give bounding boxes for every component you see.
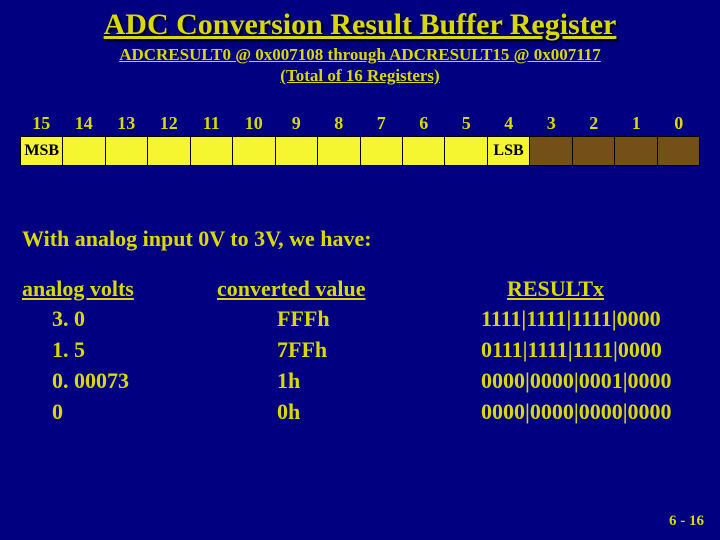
- register-bit: [106, 137, 148, 165]
- cell-bin: 0000|0000|0001|0000: [467, 366, 700, 397]
- register-bit: [63, 137, 105, 165]
- table-row: 0. 00073 1h 0000|0000|0001|0000: [22, 366, 700, 397]
- cell-bin: 1111|1111|1111|0000: [467, 304, 700, 335]
- intro-text: With analog input 0V to 3V, we have:: [22, 226, 700, 252]
- bit-index: 10: [233, 113, 276, 134]
- cell-hex: 0h: [217, 397, 467, 428]
- table-row: 0 0h 0000|0000|0000|0000: [22, 397, 700, 428]
- col-header-result: RESULTx: [467, 274, 700, 305]
- register-bit-unused: [615, 137, 657, 165]
- register-diagram: MSB LSB: [20, 136, 700, 166]
- cell-bin: 0111|1111|1111|0000: [467, 335, 700, 366]
- register-bit: [276, 137, 318, 165]
- register-bit: [318, 137, 360, 165]
- page-title: ADC Conversion Result Buffer Register: [48, 8, 672, 42]
- register-bit-unused: [573, 137, 615, 165]
- bit-index: 0: [658, 113, 701, 134]
- bit-index: 11: [190, 113, 233, 134]
- bit-index: 5: [445, 113, 488, 134]
- register-bit-lsb: LSB: [488, 137, 530, 165]
- page-subtitle: ADCRESULT0 @ 0x007108 through ADCRESULT1…: [20, 44, 700, 87]
- register-bit: [445, 137, 487, 165]
- bit-index: 1: [615, 113, 658, 134]
- cell-volts: 1. 5: [22, 335, 217, 366]
- register-bit-unused: [658, 137, 699, 165]
- register-bit: [191, 137, 233, 165]
- subtitle-line-1: ADCRESULT0 @ 0x007108 through ADCRESULT1…: [119, 45, 601, 64]
- page-number: 6 - 16: [669, 513, 704, 530]
- cell-hex: 7FFh: [217, 335, 467, 366]
- cell-bin: 0000|0000|0000|0000: [467, 397, 700, 428]
- col-header-hex: converted value: [217, 274, 467, 305]
- cell-volts: 0. 00073: [22, 366, 217, 397]
- table-row: 3. 0 FFFh 1111|1111|1111|0000: [22, 304, 700, 335]
- bit-index: 9: [275, 113, 318, 134]
- bit-index: 15: [20, 113, 63, 134]
- bit-index: 12: [148, 113, 191, 134]
- bit-index: 14: [63, 113, 106, 134]
- cell-volts: 0: [22, 397, 217, 428]
- conversion-table: analog volts converted value RESULTx 3. …: [22, 274, 700, 428]
- register-bit: [233, 137, 275, 165]
- register-bit-msb: MSB: [21, 137, 63, 165]
- register-bit: [403, 137, 445, 165]
- bit-index: 6: [403, 113, 446, 134]
- cell-volts: 3. 0: [22, 304, 217, 335]
- cell-hex: FFFh: [217, 304, 467, 335]
- register-bit-unused: [530, 137, 572, 165]
- bit-index: 13: [105, 113, 148, 134]
- bit-index: 8: [318, 113, 361, 134]
- bit-index: 2: [573, 113, 616, 134]
- col-header-volts: analog volts: [22, 274, 217, 305]
- bit-index: 7: [360, 113, 403, 134]
- register-bit: [361, 137, 403, 165]
- subtitle-line-2: (Total of 16 Registers): [280, 66, 439, 85]
- register-bit: [148, 137, 190, 165]
- bit-index-row: 15 14 13 12 11 10 9 8 7 6 5 4 3 2 1 0: [20, 113, 700, 134]
- bit-index: 3: [530, 113, 573, 134]
- table-row: 1. 5 7FFh 0111|1111|1111|0000: [22, 335, 700, 366]
- cell-hex: 1h: [217, 366, 467, 397]
- bit-index: 4: [488, 113, 531, 134]
